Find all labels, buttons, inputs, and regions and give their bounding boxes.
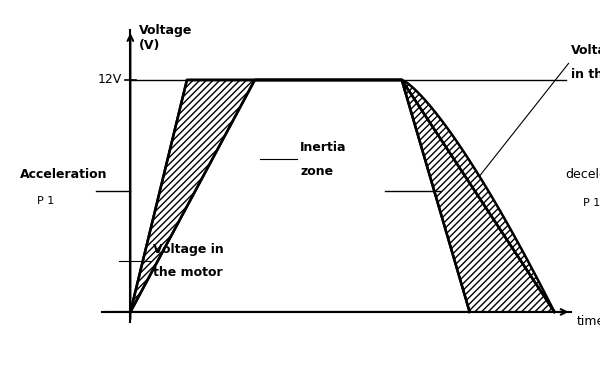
Text: time: time [577,315,600,328]
Text: the motor: the motor [153,266,223,279]
Text: Voltage
(V): Voltage (V) [139,23,192,52]
Text: in the motor: in the motor [571,68,600,81]
Text: 12V: 12V [98,73,122,86]
Text: Voltage: Voltage [571,44,600,57]
Text: zone: zone [300,164,333,177]
Text: deceleration: deceleration [566,168,600,181]
Text: Inertia: Inertia [300,141,347,154]
Text: P 1: P 1 [583,198,600,208]
Text: Acceleration: Acceleration [20,168,107,181]
Text: Voltage in: Voltage in [153,243,224,256]
Text: P 1: P 1 [37,196,55,206]
